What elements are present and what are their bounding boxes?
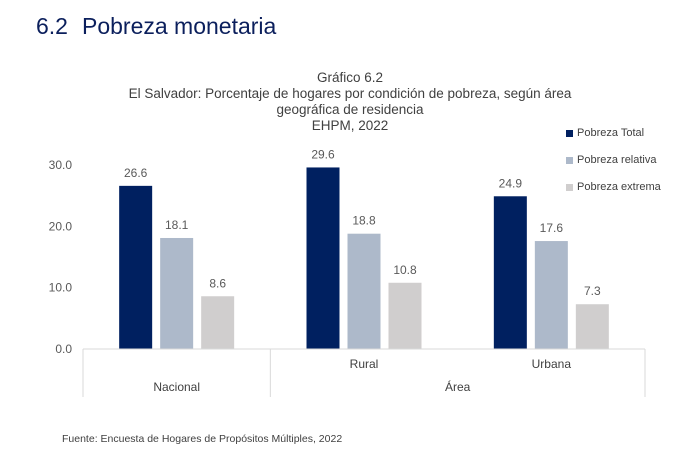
y-tick-label: 30.0 — [49, 158, 73, 172]
x-category-label: Rural — [350, 357, 379, 371]
chart-titles: Gráfico 6.2 El Salvador: Porcentaje de h… — [100, 70, 600, 134]
x-group-label: Área — [445, 379, 471, 394]
chart-subtitle-line-3: EHPM, 2022 — [311, 118, 389, 133]
chart-subtitle-line-1: El Salvador: Porcentaje de hogares por c… — [128, 86, 572, 101]
legend-item-pobreza-extrema: Pobreza extrema — [566, 180, 661, 194]
source-note: Fuente: Encuesta de Hogares de Propósito… — [62, 433, 343, 445]
data-label: 18.1 — [165, 218, 189, 232]
chart-title: Gráfico 6.2 — [316, 70, 384, 85]
data-label: 24.9 — [499, 176, 523, 190]
data-label: 26.6 — [124, 166, 148, 180]
legend-item-pobreza-relativa: Pobreza relativa — [566, 153, 661, 167]
section-number: 6.2 — [36, 13, 68, 39]
legend: Pobreza Total Pobreza relativa Pobreza e… — [566, 126, 661, 207]
y-tick-label: 0.0 — [55, 342, 72, 356]
bar — [201, 296, 235, 349]
section-title: Pobreza monetaria — [81, 13, 277, 39]
legend-label: Pobreza Total — [577, 127, 645, 139]
legend-swatch — [566, 129, 573, 137]
data-label: 7.3 — [584, 284, 601, 298]
chart-subtitle-line-2: geográfica de residencia — [276, 102, 424, 117]
data-label: 17.6 — [540, 221, 564, 235]
y-tick-label: 10.0 — [49, 281, 73, 295]
bar — [575, 304, 609, 349]
legend-label: Pobreza extrema — [577, 181, 661, 193]
legend-swatch — [566, 183, 573, 191]
legend-swatch — [566, 156, 573, 164]
bar — [119, 185, 153, 349]
data-label: 10.8 — [393, 263, 417, 277]
data-label: 8.6 — [209, 276, 226, 290]
section-heading: 6.2 Pobreza monetaria — [36, 13, 276, 40]
bar — [306, 167, 340, 349]
data-label: 29.6 — [311, 147, 335, 161]
y-tick-label: 20.0 — [49, 219, 73, 233]
x-category-label: Nacional — [153, 380, 200, 394]
bar — [160, 237, 194, 349]
bar — [534, 241, 568, 349]
data-label: 18.8 — [352, 214, 376, 228]
bar — [493, 196, 527, 349]
bar — [388, 282, 422, 349]
x-category-label: Urbana — [532, 357, 572, 371]
legend-label: Pobreza relativa — [577, 154, 657, 166]
bar — [347, 233, 381, 349]
legend-item-pobreza-total: Pobreza Total — [566, 126, 661, 140]
